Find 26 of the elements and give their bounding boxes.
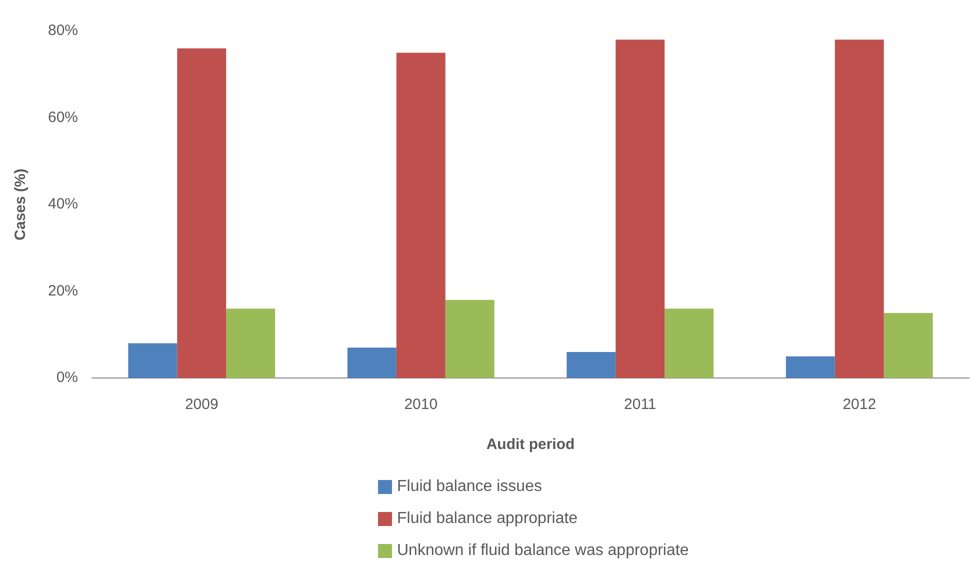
- x-tick-label: 2010: [404, 396, 438, 414]
- y-axis-title: Cases (%): [12, 168, 30, 240]
- bar: [347, 348, 396, 378]
- bar: [884, 312, 933, 378]
- bar: [226, 308, 276, 378]
- y-tick-label: 60%: [48, 108, 78, 126]
- y-tick-label: 0%: [56, 369, 78, 386]
- bar: [566, 352, 616, 378]
- bar: [834, 40, 884, 378]
- legend-label: Fluid balance issues: [397, 478, 542, 496]
- x-tick-label: 2011: [624, 396, 656, 414]
- legend-label: Unknown if fluid balance was appropriate: [397, 542, 689, 560]
- y-tick-label: 40%: [48, 196, 78, 213]
- bar: [177, 48, 226, 378]
- y-tick-label: 20%: [48, 282, 78, 300]
- bar: [616, 40, 665, 378]
- legend-label: Fluid balance appropriate: [397, 510, 578, 528]
- bar: [128, 343, 178, 378]
- bar: [445, 300, 494, 378]
- bar: [664, 308, 714, 378]
- y-tick-label: 80%: [48, 22, 78, 40]
- x-tick-label: 2012: [842, 396, 876, 414]
- bar: [396, 52, 446, 378]
- bar: [786, 356, 835, 378]
- x-axis-title: Audit period: [486, 436, 575, 454]
- x-tick-label: 2009: [184, 396, 218, 414]
